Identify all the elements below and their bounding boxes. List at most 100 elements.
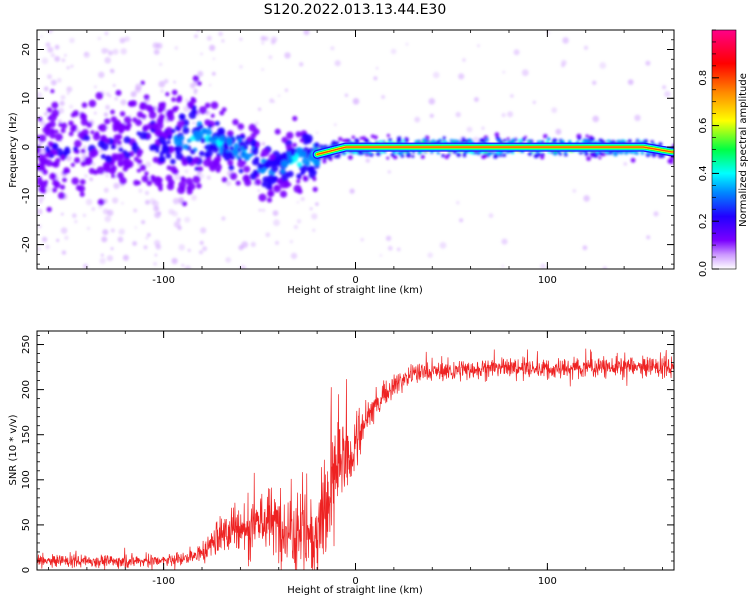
noise-blob	[309, 207, 313, 211]
spectral-blob	[347, 154, 353, 160]
spectral-blob	[584, 152, 589, 157]
spectral-blob	[155, 148, 160, 153]
spectral-blob	[178, 140, 184, 146]
spectral-blob	[73, 146, 78, 152]
noise-blob	[145, 199, 150, 205]
noise-blob	[501, 264, 505, 268]
noise-blob	[474, 97, 479, 102]
spectral-blob	[258, 193, 267, 202]
noise-blob	[429, 113, 434, 118]
noise-blob	[261, 68, 265, 71]
noise-blob	[645, 60, 651, 66]
spectral-blob	[506, 137, 510, 141]
noise-blob	[261, 142, 266, 146]
spectral-blob	[143, 94, 150, 100]
noise-blob	[147, 233, 151, 237]
spectral-blob	[221, 107, 227, 112]
spectral-blob	[343, 139, 347, 143]
spectral-blob	[200, 137, 206, 144]
spectral-blob	[51, 101, 59, 109]
spectral-blob	[68, 120, 74, 126]
ridge-band	[316, 146, 674, 156]
y-tick-label: -20	[21, 236, 32, 252]
spectral-blob	[154, 129, 162, 137]
spectral-blob	[52, 187, 58, 193]
spectral-blob	[406, 152, 411, 158]
spectral-blob	[98, 123, 107, 132]
spectral-blob	[136, 131, 141, 136]
spectral-blob	[244, 156, 250, 162]
spectral-blob	[148, 111, 157, 119]
spectral-blob	[246, 136, 252, 142]
y-tick-label: 50	[21, 519, 32, 532]
noise-blob	[373, 76, 378, 81]
noise-blob	[54, 56, 61, 62]
noise-blob	[211, 71, 216, 76]
spectral-blob	[449, 139, 454, 143]
noise-blob	[91, 162, 96, 167]
noise-blob	[198, 173, 205, 179]
noise-blob	[135, 83, 143, 91]
spectral-blob	[351, 135, 355, 139]
spectral-blob	[338, 136, 343, 142]
chart-title: S120.2022.013.13.44.E30	[264, 2, 447, 18]
noise-blob	[171, 257, 178, 265]
noise-blob	[176, 217, 181, 222]
spectral-blob	[100, 153, 106, 160]
spectral-blob	[281, 136, 288, 143]
spectral-blob	[37, 147, 41, 154]
noise-blob	[623, 162, 628, 166]
colorbar-tick-label: 0.2	[698, 213, 709, 229]
noise-blob	[296, 219, 302, 224]
spectral-blob	[173, 106, 179, 112]
spectral-blob	[136, 152, 142, 158]
y-tick-label: 100	[21, 470, 32, 489]
noise-blob	[275, 240, 279, 245]
noise-blob	[296, 200, 300, 204]
noise-blob	[592, 80, 597, 86]
noise-blob	[261, 41, 265, 45]
noise-blob	[71, 213, 77, 219]
snr-panel: -100 0 100 0 50 100 150 200 250 Height of straig…	[8, 330, 675, 596]
spectral-blob	[207, 124, 212, 129]
spectral-blob	[214, 120, 220, 126]
noise-blob	[466, 126, 473, 133]
noise-blob	[120, 48, 127, 55]
spectral-blob	[210, 113, 215, 118]
spectral-blob	[170, 128, 176, 134]
colorbar-tick-label: 0.4	[698, 165, 709, 181]
spectral-blob	[115, 89, 122, 96]
spectral-blob	[81, 102, 88, 108]
noise-blob	[106, 255, 114, 262]
spectral-blob	[90, 130, 95, 135]
spectral-blob	[386, 133, 390, 138]
noise-blob	[132, 241, 138, 246]
spectral-blob	[261, 148, 270, 157]
noise-blob	[277, 94, 281, 98]
spectral-blob	[199, 150, 205, 157]
spectral-blob	[598, 150, 603, 156]
noise-blob	[153, 239, 161, 247]
noise-blob	[160, 89, 164, 93]
spectral-blob	[589, 151, 593, 155]
spectral-blob	[192, 75, 200, 82]
noise-blob	[284, 88, 289, 92]
spectral-blob	[640, 151, 645, 155]
spectral-blob	[62, 177, 67, 183]
spectral-blob	[48, 120, 56, 128]
spectral-blob	[110, 109, 115, 115]
spectral-blob	[140, 80, 145, 86]
noise-blob	[83, 145, 87, 149]
spectral-blob	[270, 165, 279, 173]
spectral-blob	[582, 138, 588, 144]
noise-blob	[112, 48, 119, 55]
noise-blob	[45, 42, 51, 48]
noise-blob	[61, 58, 66, 63]
noise-blob	[105, 174, 109, 178]
spectral-blob	[503, 138, 507, 143]
noise-blob	[65, 155, 72, 162]
spectral-blob	[59, 184, 66, 190]
spectral-blob	[192, 175, 201, 184]
noise-blob	[107, 50, 113, 56]
noise-blob	[250, 241, 256, 247]
